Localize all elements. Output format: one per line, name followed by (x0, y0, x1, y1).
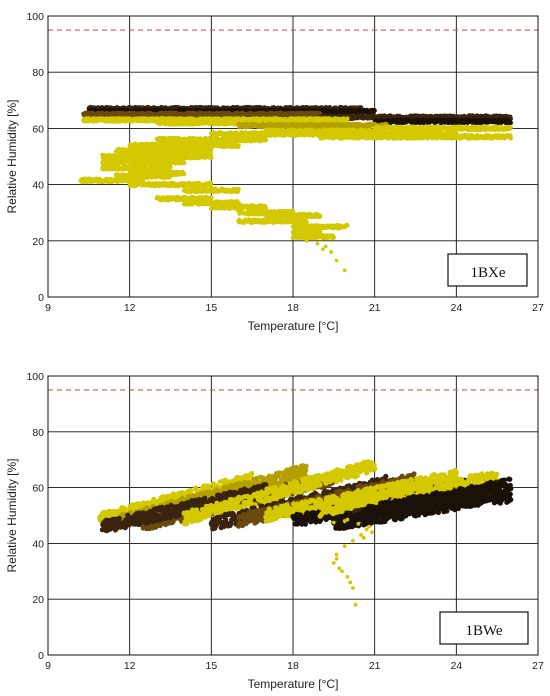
data-point (372, 108, 377, 113)
data-point (508, 120, 513, 126)
data-point (508, 136, 513, 141)
data-points (78, 104, 513, 273)
data-point (345, 116, 350, 121)
data-point (508, 125, 513, 130)
data-band (81, 110, 323, 119)
